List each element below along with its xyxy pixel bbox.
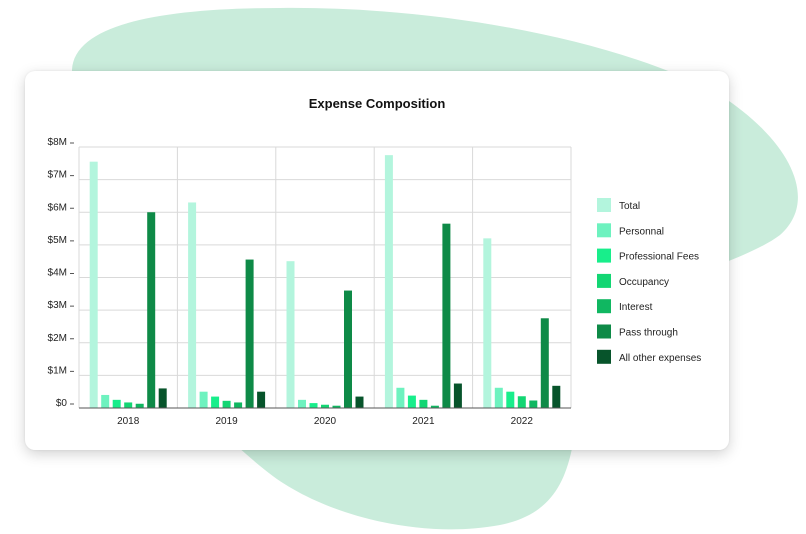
legend-swatch bbox=[597, 223, 611, 238]
legend-label: Professional Fees bbox=[619, 252, 699, 263]
bar-2018-interest bbox=[135, 403, 144, 408]
legend-swatch bbox=[597, 349, 611, 364]
bar-2018-pass-through bbox=[147, 212, 156, 408]
legend-swatch bbox=[597, 273, 611, 288]
bar-2022-total bbox=[483, 238, 492, 408]
y-tick-label: $4M bbox=[48, 268, 67, 279]
bars bbox=[89, 155, 561, 408]
bar-2019-interest bbox=[234, 402, 243, 408]
y-tick-label: $6M bbox=[48, 202, 67, 213]
bar-2020-interest bbox=[332, 405, 341, 408]
y-tick-label: $7M bbox=[48, 170, 67, 181]
bar-2022-all-other-expenses bbox=[552, 385, 561, 408]
bar-2019-personnal bbox=[199, 391, 208, 408]
x-tick-label: 2019 bbox=[215, 416, 238, 427]
bar-2022-interest bbox=[529, 400, 538, 408]
bar-2021-all-other-expenses bbox=[453, 383, 462, 408]
y-tick-label: $2M bbox=[48, 333, 67, 344]
y-tick-label: $3M bbox=[48, 300, 67, 311]
legend: Total Personnal Professional Fees Occupancy… bbox=[597, 198, 701, 364]
bar-2021-total bbox=[384, 155, 393, 408]
chart-title: Expense Composition bbox=[309, 96, 446, 111]
legend-swatch bbox=[597, 248, 611, 263]
bar-2020-all-other-expenses bbox=[355, 396, 364, 408]
bar-2022-professional-fees bbox=[506, 391, 515, 408]
bar-2019-pass-through bbox=[245, 259, 254, 408]
bar-2018-total bbox=[89, 161, 98, 408]
y-tick-label: $8M bbox=[48, 137, 67, 148]
legend-label: Interest bbox=[619, 302, 653, 313]
bar-2022-pass-through bbox=[540, 318, 549, 408]
bar-2021-interest bbox=[430, 405, 439, 408]
bar-2019-occupancy bbox=[222, 400, 231, 408]
bar-2018-all-other-expenses bbox=[158, 388, 167, 408]
bar-2018-professional-fees bbox=[112, 399, 121, 408]
bar-2020-occupancy bbox=[321, 404, 329, 408]
bar-2018-personnal bbox=[101, 394, 110, 408]
bar-2021-personnal bbox=[396, 387, 405, 408]
bar-2019-all-other-expenses bbox=[257, 391, 266, 408]
legend-swatch bbox=[597, 299, 611, 314]
bar-2021-pass-through bbox=[442, 223, 451, 408]
chart-card: Expense Composition $0 $1M $2M $3M $4M $5M $6M… bbox=[25, 71, 729, 450]
legend-swatch bbox=[597, 198, 611, 212]
bar-2021-occupancy bbox=[419, 399, 428, 408]
y-tick-label: $5M bbox=[48, 235, 67, 246]
bar-2020-pass-through bbox=[344, 290, 352, 408]
bar-2021-professional-fees bbox=[407, 395, 416, 408]
legend-label: Pass through bbox=[619, 328, 678, 339]
x-tick-label: 2018 bbox=[117, 416, 140, 427]
bar-2022-occupancy bbox=[517, 396, 526, 408]
bar-2020-total bbox=[286, 261, 295, 408]
legend-label: Total bbox=[619, 201, 640, 212]
x-tick-label: 2020 bbox=[314, 416, 337, 427]
expense-composition-chart: Expense Composition $0 $1M $2M $3M $4M $5M $6M… bbox=[48, 96, 702, 427]
bar-2020-professional-fees bbox=[309, 403, 318, 408]
bar-2019-total bbox=[188, 202, 197, 408]
axes: $0 $1M $2M $3M $4M $5M $6M $7M $8M 2018 2019 2020 20… bbox=[48, 137, 571, 427]
x-tick-label: 2022 bbox=[511, 416, 534, 427]
y-tick-label: $1M bbox=[48, 365, 67, 376]
bar-2020-personnal bbox=[298, 399, 306, 408]
legend-label: Personnal bbox=[619, 226, 664, 237]
bar-2018-occupancy bbox=[124, 402, 133, 408]
legend-label: All other expenses bbox=[619, 353, 701, 364]
y-tick-label: $0 bbox=[56, 398, 68, 409]
bar-2019-professional-fees bbox=[211, 396, 220, 408]
x-tick-label: 2021 bbox=[412, 416, 435, 427]
legend-label: Occupancy bbox=[619, 277, 669, 288]
bar-2022-personnal bbox=[494, 387, 503, 408]
legend-swatch bbox=[597, 324, 611, 339]
